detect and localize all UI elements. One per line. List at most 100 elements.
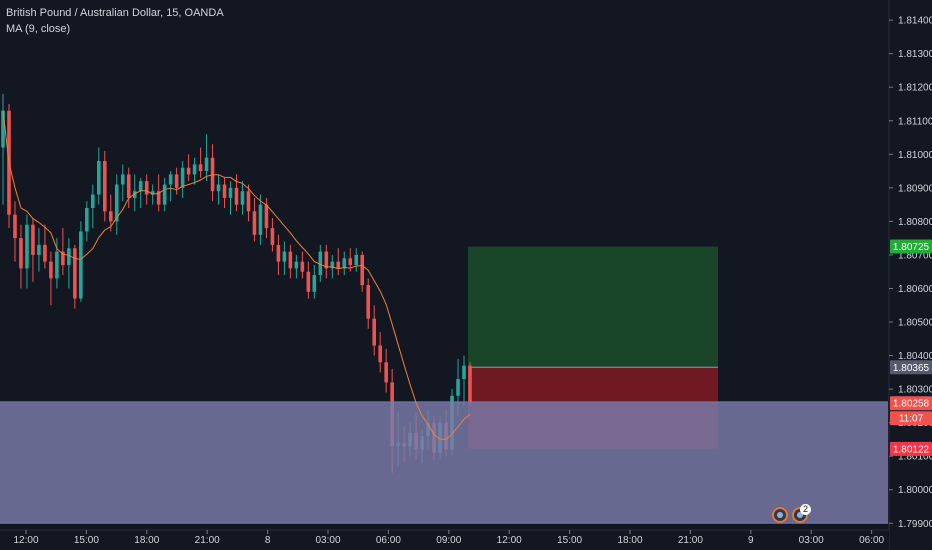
price-tick-label: 1.81100 bbox=[898, 116, 932, 127]
candle[interactable] bbox=[180, 161, 185, 198]
candle-body bbox=[156, 191, 161, 205]
candle[interactable] bbox=[49, 251, 53, 306]
candle-body bbox=[384, 362, 388, 383]
time-tick-label: 15:00 bbox=[74, 535, 99, 546]
candle[interactable] bbox=[228, 181, 233, 215]
candle[interactable] bbox=[270, 218, 275, 252]
candle[interactable] bbox=[468, 362, 472, 406]
candle-body bbox=[300, 261, 305, 272]
candle[interactable] bbox=[132, 174, 137, 212]
candle-body bbox=[43, 244, 47, 262]
candle[interactable] bbox=[306, 261, 311, 299]
price-axis-background bbox=[889, 0, 932, 550]
economic-event-icon[interactable] bbox=[772, 507, 788, 523]
time-tick-label: 03:00 bbox=[315, 535, 340, 546]
candle[interactable] bbox=[192, 157, 197, 185]
candle[interactable] bbox=[294, 254, 299, 279]
candle[interactable] bbox=[55, 238, 59, 289]
candle[interactable] bbox=[204, 134, 209, 182]
price-badge-background bbox=[890, 396, 932, 411]
candle-body bbox=[378, 345, 382, 363]
candle[interactable] bbox=[61, 228, 65, 276]
candle-body bbox=[96, 161, 101, 195]
price-badge-label: 1.80122 bbox=[893, 444, 930, 455]
candle-body bbox=[79, 231, 83, 299]
profit-target-zone[interactable] bbox=[468, 246, 718, 368]
candle[interactable] bbox=[79, 221, 83, 302]
candle-body bbox=[204, 157, 209, 172]
candle[interactable] bbox=[354, 248, 359, 272]
candle[interactable] bbox=[318, 244, 323, 282]
candle[interactable] bbox=[234, 174, 239, 212]
time-tick-label: 21:00 bbox=[195, 535, 220, 546]
candle[interactable] bbox=[288, 244, 293, 279]
candle[interactable] bbox=[13, 201, 17, 262]
candle[interactable] bbox=[73, 244, 77, 309]
candle[interactable] bbox=[168, 171, 173, 202]
candle[interactable] bbox=[366, 278, 371, 329]
candle[interactable] bbox=[372, 305, 377, 356]
candle[interactable] bbox=[252, 197, 257, 242]
candle-body bbox=[120, 174, 125, 185]
candle[interactable] bbox=[85, 201, 89, 242]
candle[interactable] bbox=[19, 224, 23, 289]
candle[interactable] bbox=[462, 355, 466, 406]
time-tick-label: 21:00 bbox=[678, 535, 703, 546]
candle[interactable] bbox=[240, 181, 245, 215]
candle[interactable] bbox=[342, 251, 347, 276]
candle[interactable] bbox=[216, 174, 221, 205]
candle[interactable] bbox=[102, 150, 107, 222]
candle-body bbox=[288, 251, 293, 269]
support-zone-rectangle[interactable] bbox=[0, 401, 888, 524]
candle[interactable] bbox=[246, 184, 251, 222]
candle[interactable] bbox=[37, 228, 41, 272]
candle[interactable] bbox=[336, 248, 341, 276]
time-tick-label: 12:00 bbox=[13, 535, 38, 546]
price-axis[interactable]: 1.81400 1.81300 1.81200 1.81100 1.81000 1.809… bbox=[888, 0, 932, 550]
price-tick-label: 1.80300 bbox=[898, 385, 932, 396]
candle[interactable] bbox=[31, 218, 35, 282]
candle[interactable] bbox=[360, 251, 365, 292]
price-tick-label: 1.80000 bbox=[898, 485, 932, 496]
price-badge-label: 1.80258 bbox=[893, 399, 930, 410]
candle[interactable] bbox=[258, 194, 263, 245]
candle[interactable] bbox=[144, 174, 149, 205]
candle[interactable] bbox=[378, 332, 382, 373]
price-badge-label: 1.80365 bbox=[893, 363, 930, 374]
candle[interactable] bbox=[25, 214, 29, 289]
candle[interactable] bbox=[198, 147, 203, 178]
candle[interactable] bbox=[114, 174, 119, 235]
candle-body bbox=[468, 365, 472, 403]
price-badge-background bbox=[890, 411, 932, 426]
price-tick-label: 1.81300 bbox=[898, 49, 932, 60]
candle[interactable] bbox=[384, 348, 388, 393]
candle[interactable] bbox=[324, 244, 329, 279]
time-tick-label: 18:00 bbox=[617, 535, 642, 546]
candle[interactable] bbox=[276, 234, 281, 276]
candle[interactable] bbox=[120, 164, 125, 202]
candle[interactable] bbox=[138, 177, 143, 208]
candle-body bbox=[372, 318, 377, 346]
candle[interactable] bbox=[96, 147, 101, 205]
candle[interactable] bbox=[186, 154, 191, 182]
candle[interactable] bbox=[67, 238, 71, 289]
candle[interactable] bbox=[300, 251, 305, 279]
candle[interactable] bbox=[222, 177, 227, 208]
price-tick-label: 1.81200 bbox=[898, 83, 932, 94]
indicator-label[interactable]: MA (9, close) bbox=[6, 23, 71, 35]
candle[interactable] bbox=[108, 194, 113, 232]
candle[interactable] bbox=[312, 265, 317, 299]
candle[interactable] bbox=[162, 177, 167, 212]
candle[interactable] bbox=[43, 224, 47, 269]
time-axis[interactable]: 12:00 15:00 18:00 21:00 8 03:00 06:00 09:00 12:0… bbox=[0, 529, 889, 550]
moving-average-line[interactable] bbox=[2, 110, 471, 440]
candle-body bbox=[174, 174, 179, 188]
candle-body bbox=[306, 271, 311, 292]
time-tick-label: 8 bbox=[265, 535, 271, 546]
candle[interactable] bbox=[126, 167, 131, 208]
candle-body bbox=[108, 211, 113, 222]
candle[interactable] bbox=[91, 184, 95, 229]
candle[interactable] bbox=[282, 241, 287, 276]
